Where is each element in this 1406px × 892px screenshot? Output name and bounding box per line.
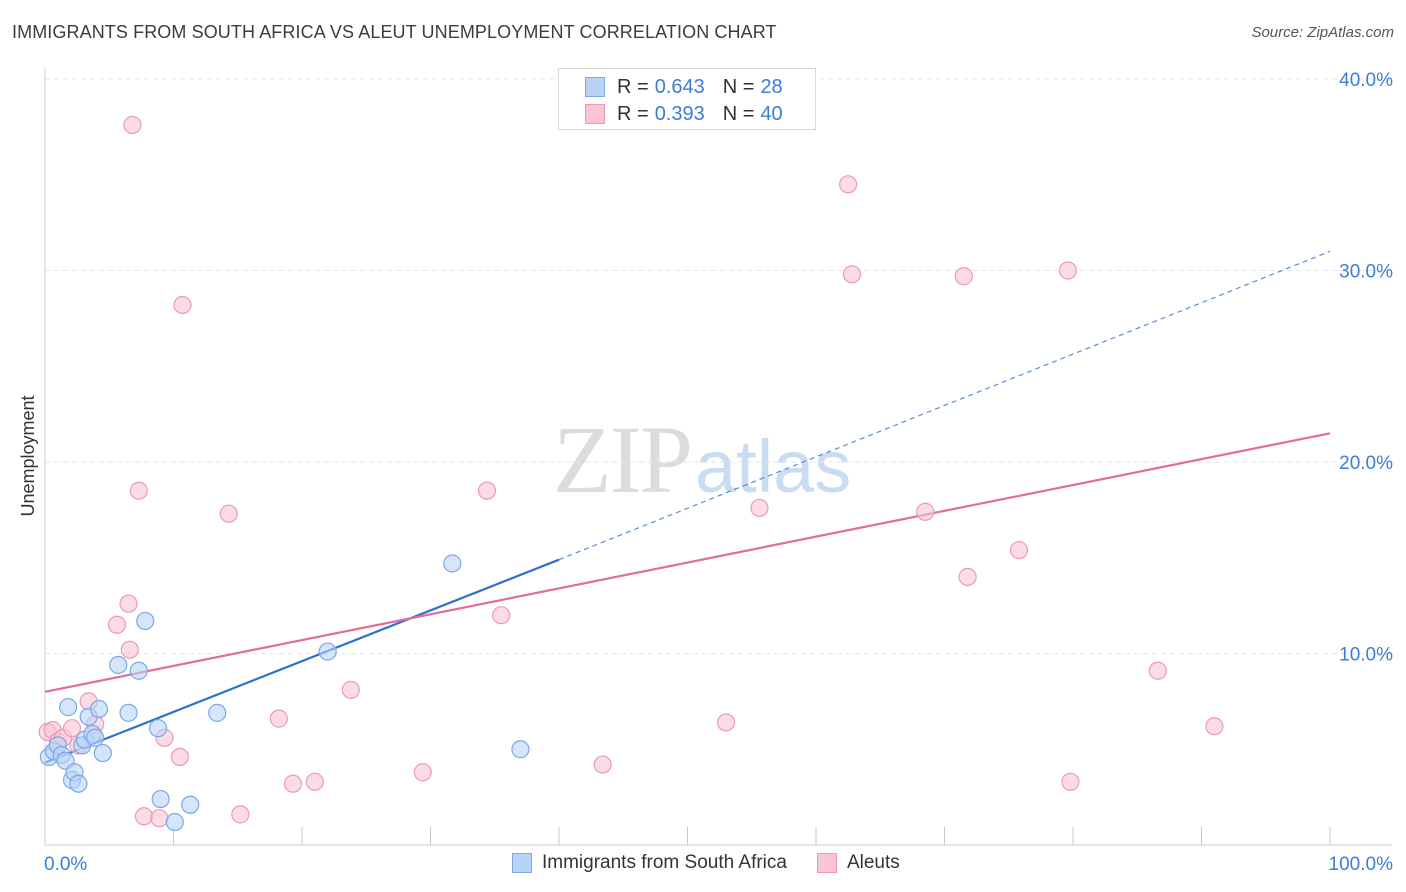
data-point-aleuts bbox=[954, 267, 973, 286]
data-point-aleuts bbox=[1058, 261, 1077, 280]
r-label: R = bbox=[617, 75, 649, 98]
data-point-immigrants bbox=[151, 789, 170, 809]
data-point-aleuts bbox=[134, 807, 154, 826]
legend-label-aleuts: Aleuts bbox=[846, 852, 900, 873]
data-point-aleuts bbox=[1061, 772, 1080, 791]
y-axis-label: Unemployment bbox=[18, 395, 38, 516]
chart-source: Source: ZipAtlas.com bbox=[1251, 24, 1394, 41]
n-label: N = bbox=[722, 102, 755, 125]
data-point-aleuts bbox=[842, 265, 862, 284]
data-point-aleuts bbox=[492, 606, 511, 625]
n-value: 28 bbox=[760, 75, 783, 98]
data-point-aleuts bbox=[958, 567, 977, 587]
data-point-aleuts bbox=[119, 594, 138, 613]
trend-extension-immigrants bbox=[558, 250, 1331, 561]
data-point-aleuts bbox=[916, 502, 935, 521]
grid-layer bbox=[45, 78, 1392, 654]
data-point-aleuts bbox=[170, 747, 190, 767]
trend-layer bbox=[44, 250, 1331, 764]
chart-title: IMMIGRANTS FROM SOUTH AFRICA VS ALEUT UN… bbox=[12, 22, 777, 42]
data-point-immigrants bbox=[86, 728, 105, 747]
data-point-aleuts bbox=[1009, 540, 1029, 560]
data-point-immigrants bbox=[443, 554, 462, 573]
axis-layer bbox=[44, 68, 1392, 846]
legend-swatch-blue bbox=[512, 853, 532, 873]
point-layer bbox=[38, 115, 1224, 832]
data-point-aleuts bbox=[839, 175, 858, 194]
legend-item-immigrants: Immigrants from South Africa bbox=[512, 852, 787, 874]
r-value: 0.643 bbox=[654, 75, 705, 98]
data-point-aleuts bbox=[305, 772, 324, 791]
data-point-immigrants bbox=[89, 699, 109, 719]
data-point-aleuts bbox=[593, 755, 612, 774]
data-point-immigrants bbox=[148, 719, 168, 738]
y-tick-label: 40.0% bbox=[1339, 70, 1393, 91]
data-point-aleuts bbox=[120, 640, 139, 659]
data-point-aleuts bbox=[1148, 661, 1167, 680]
legend-label-immigrants: Immigrants from South Africa bbox=[542, 852, 787, 873]
data-point-aleuts bbox=[716, 713, 736, 732]
data-point-aleuts bbox=[750, 498, 769, 518]
data-point-aleuts bbox=[1205, 717, 1224, 736]
data-point-aleuts bbox=[341, 680, 360, 699]
data-point-immigrants bbox=[93, 743, 112, 763]
trend-line-immigrants bbox=[44, 558, 560, 764]
data-point-immigrants bbox=[511, 740, 530, 759]
legend-swatch-blue bbox=[585, 77, 605, 97]
data-point-immigrants bbox=[181, 795, 200, 814]
data-point-immigrants bbox=[109, 655, 128, 675]
x-tick-label-max: 100.0% bbox=[1329, 854, 1394, 875]
data-point-aleuts bbox=[173, 295, 192, 315]
legend-row-immigrants: R = 0.643 N = 28 bbox=[585, 75, 783, 99]
label-layer: 10.0% 20.0% 30.0% 40.0% 0.0% 100.0% Unemployme… bbox=[18, 70, 1393, 875]
r-label: R = bbox=[617, 102, 649, 125]
data-point-aleuts bbox=[231, 805, 250, 824]
data-point-immigrants bbox=[59, 698, 78, 717]
y-tick-label: 30.0% bbox=[1339, 262, 1393, 283]
trend-line-aleuts bbox=[44, 432, 1331, 693]
data-point-aleuts bbox=[62, 719, 82, 738]
data-point-aleuts bbox=[219, 504, 238, 523]
data-point-aleuts bbox=[283, 774, 303, 793]
n-label: N = bbox=[722, 75, 755, 98]
x-tick-label-min: 0.0% bbox=[44, 854, 87, 875]
correlation-legend: R = 0.643 N = 28 R = 0.393 N = 40 bbox=[558, 68, 816, 130]
data-point-aleuts bbox=[107, 615, 127, 634]
data-point-immigrants bbox=[208, 703, 227, 722]
data-point-immigrants bbox=[318, 642, 337, 661]
data-point-aleuts bbox=[477, 481, 497, 500]
data-point-immigrants bbox=[129, 661, 148, 680]
data-point-immigrants bbox=[119, 703, 138, 722]
data-point-aleuts bbox=[123, 115, 142, 135]
series-legend: Immigrants from South Africa Aleuts bbox=[512, 852, 930, 874]
data-point-aleuts bbox=[150, 809, 169, 828]
data-point-aleuts bbox=[269, 709, 288, 728]
data-point-aleuts bbox=[413, 763, 432, 782]
n-value: 40 bbox=[760, 102, 783, 125]
legend-row-aleuts: R = 0.393 N = 40 bbox=[585, 102, 783, 126]
r-value: 0.393 bbox=[654, 102, 705, 125]
data-point-aleuts bbox=[129, 481, 148, 500]
data-point-immigrants bbox=[136, 611, 155, 631]
legend-item-aleuts: Aleuts bbox=[816, 852, 900, 874]
y-tick-label: 10.0% bbox=[1339, 645, 1393, 666]
legend-swatch-pink bbox=[585, 104, 605, 124]
data-point-immigrants bbox=[165, 812, 184, 832]
y-tick-label: 20.0% bbox=[1339, 453, 1393, 474]
legend-swatch-pink bbox=[816, 853, 837, 873]
data-point-immigrants bbox=[69, 774, 88, 793]
